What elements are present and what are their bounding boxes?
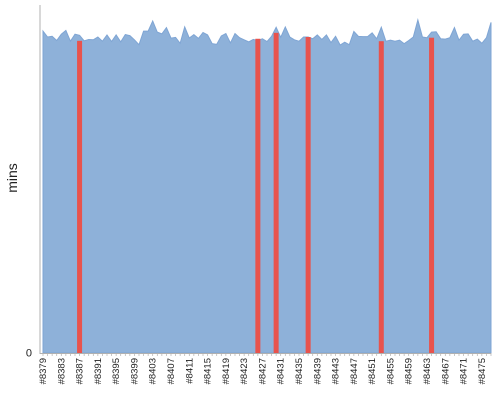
x-tick-label: #8403 bbox=[148, 358, 159, 384]
x-tick-label: #8387 bbox=[75, 358, 86, 384]
plot-area bbox=[42, 18, 492, 354]
x-tick-label: #8399 bbox=[129, 358, 140, 384]
y-axis-title: mins bbox=[4, 163, 20, 193]
x-tick-label: #8383 bbox=[56, 358, 67, 384]
x-tick-label: #8447 bbox=[349, 358, 360, 384]
x-tick-label: #8435 bbox=[294, 358, 305, 384]
marker-bar bbox=[255, 38, 261, 353]
x-tick-label: #8443 bbox=[331, 358, 342, 384]
x-tick-label: #8463 bbox=[422, 358, 433, 384]
x-tick-label: #8415 bbox=[203, 358, 214, 384]
x-tick-label: #8455 bbox=[385, 358, 396, 384]
x-tick-label: #8419 bbox=[221, 358, 232, 384]
marker-bar bbox=[429, 37, 435, 354]
x-tick-label: #8391 bbox=[93, 358, 104, 384]
x-tick-label: #8379 bbox=[38, 358, 49, 384]
marker-bar bbox=[378, 41, 384, 353]
x-tick-label: #8427 bbox=[257, 358, 268, 384]
marker-bar bbox=[77, 40, 83, 354]
x-tick-label: #8467 bbox=[440, 358, 451, 384]
axes bbox=[39, 5, 491, 354]
x-tick-label: #8431 bbox=[276, 358, 287, 384]
x-axis-ticks bbox=[42, 353, 492, 356]
x-tick-label: #8459 bbox=[404, 358, 415, 384]
x-tick-label: #8451 bbox=[367, 358, 378, 384]
x-tick-label: #8407 bbox=[166, 358, 177, 384]
x-tick-label: #8423 bbox=[239, 358, 250, 384]
x-tick-label: #8395 bbox=[111, 358, 122, 384]
x-tick-label: #8439 bbox=[312, 358, 323, 384]
x-tick-label: #8471 bbox=[459, 358, 470, 384]
tick-labels: #8379 #8383 #8387 #8391 #8395 #8399 #8403 #8407… bbox=[26, 348, 488, 385]
x-tick-label: #8475 bbox=[477, 358, 488, 384]
marker-bar bbox=[305, 37, 311, 354]
area-series-0 bbox=[42, 18, 492, 354]
marker-bar bbox=[273, 32, 279, 354]
y-tick-label: 0 bbox=[26, 348, 32, 360]
x-tick-label: #8411 bbox=[184, 358, 195, 384]
